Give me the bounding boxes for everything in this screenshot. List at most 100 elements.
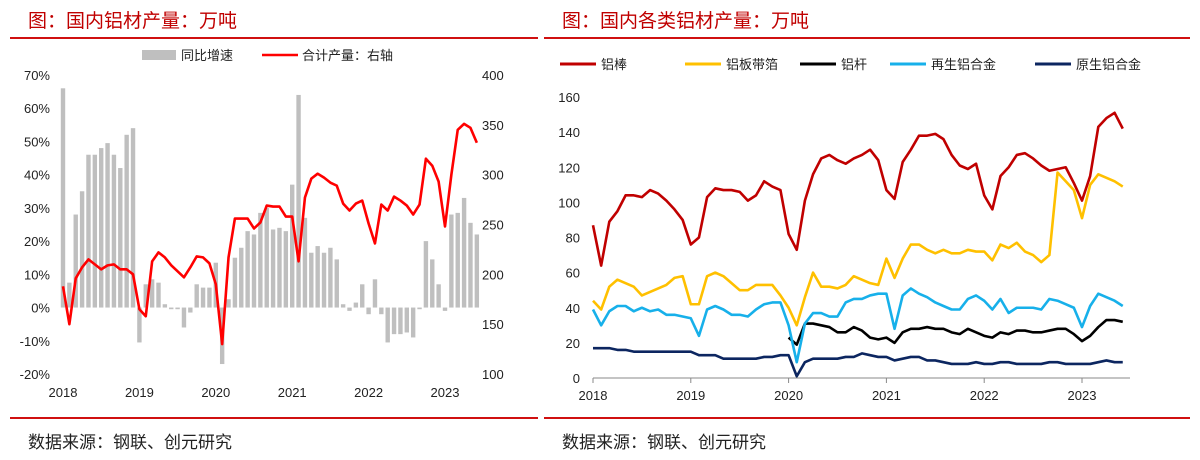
right-axis-tick-label: 400 bbox=[482, 68, 504, 83]
left-axis-tick-label: -20% bbox=[20, 367, 51, 382]
bar-yoy-growth bbox=[430, 259, 435, 308]
bar-yoy-growth bbox=[130, 128, 136, 308]
legend-label-total: 合计产量：右轴 bbox=[302, 48, 393, 63]
bar-yoy-growth bbox=[232, 257, 238, 308]
bar-yoy-growth bbox=[474, 234, 480, 308]
bar-yoy-growth bbox=[188, 307, 193, 313]
left-chart-title: 图：国内铝材产量：万吨 bbox=[28, 10, 238, 32]
bar-yoy-growth bbox=[277, 227, 282, 308]
bar-yoy-growth bbox=[410, 307, 416, 338]
bar-yoy-growth bbox=[353, 302, 359, 308]
bar-yoy-growth bbox=[347, 307, 352, 311]
legend-label-1: 铝板带箔 bbox=[726, 57, 778, 72]
bar-yoy-growth bbox=[124, 134, 129, 308]
y-axis-tick-label: 20 bbox=[566, 336, 580, 351]
bar-yoy-growth bbox=[315, 246, 320, 308]
bar-yoy-growth bbox=[455, 212, 460, 308]
right-axis-tick-label: 200 bbox=[482, 267, 504, 282]
bar-yoy-growth bbox=[118, 168, 123, 308]
right-axis-tick-label: 300 bbox=[482, 168, 504, 183]
line-series-0 bbox=[591, 111, 1124, 267]
bar-yoy-growth bbox=[309, 252, 314, 308]
x-axis-tick-label: 2018 bbox=[49, 385, 78, 400]
bar-yoy-growth bbox=[60, 88, 66, 308]
x-axis-tick-label: 2023 bbox=[431, 385, 460, 400]
left-axis-tick-label: 70% bbox=[24, 68, 50, 83]
bar-yoy-growth bbox=[207, 287, 212, 308]
y-axis-tick-label: 60 bbox=[566, 266, 580, 281]
right-axis-tick-label: 150 bbox=[482, 317, 504, 332]
bar-yoy-growth bbox=[398, 307, 403, 335]
left-axis-tick-label: 60% bbox=[24, 101, 50, 116]
left-source-note: 数据来源：钢联、创元研究 bbox=[28, 433, 232, 453]
line-series-2 bbox=[787, 318, 1124, 346]
bar-yoy-growth bbox=[296, 94, 301, 308]
y-axis-tick-label: 140 bbox=[558, 125, 580, 140]
bar-yoy-growth bbox=[404, 307, 409, 333]
right-chart-title: 图：国内各类铝材产量：万吨 bbox=[562, 10, 810, 32]
right-axis-tick-label: 100 bbox=[482, 367, 504, 382]
bar-yoy-growth bbox=[169, 307, 174, 310]
x-axis-tick-label: 2023 bbox=[1068, 388, 1097, 403]
bar-yoy-growth bbox=[226, 299, 231, 308]
bar-yoy-growth bbox=[67, 282, 72, 308]
x-axis-tick-label: 2021 bbox=[278, 385, 307, 400]
bar-yoy-growth bbox=[143, 284, 148, 308]
bar-yoy-growth bbox=[156, 282, 161, 308]
bar-yoy-growth bbox=[290, 184, 295, 308]
bar-yoy-growth bbox=[360, 284, 365, 308]
bar-yoy-growth bbox=[321, 252, 327, 308]
bar-yoy-growth bbox=[340, 304, 346, 308]
x-axis-tick-label: 2022 bbox=[354, 385, 383, 400]
bar-yoy-growth bbox=[258, 212, 263, 308]
bar-yoy-growth bbox=[162, 304, 168, 308]
bar-yoy-growth bbox=[251, 234, 257, 308]
bar-yoy-growth bbox=[79, 191, 85, 308]
bar-yoy-growth bbox=[73, 214, 78, 308]
y-axis-tick-label: 0 bbox=[573, 371, 580, 386]
bar-yoy-growth bbox=[461, 197, 467, 308]
x-axis-tick-label: 2021 bbox=[872, 388, 901, 403]
bar-yoy-growth bbox=[239, 247, 244, 308]
bar-yoy-growth bbox=[385, 307, 390, 343]
y-axis-tick-label: 80 bbox=[566, 231, 580, 246]
bar-yoy-growth bbox=[175, 307, 180, 310]
y-axis-tick-label: 160 bbox=[558, 90, 580, 105]
bar-yoy-growth bbox=[328, 247, 333, 308]
bar-yoy-growth bbox=[417, 307, 422, 310]
y-axis-tick-label: 120 bbox=[558, 160, 580, 175]
left-axis-tick-label: 50% bbox=[24, 134, 50, 149]
left-axis-tick-label: 20% bbox=[24, 234, 50, 249]
x-axis-tick-label: 2020 bbox=[201, 385, 230, 400]
line-total-output bbox=[61, 122, 479, 346]
right-title-rule bbox=[544, 37, 1190, 39]
left-axis-tick-label: -10% bbox=[20, 334, 51, 349]
legend-label-2: 铝杆 bbox=[841, 57, 867, 72]
bar-yoy-growth bbox=[200, 287, 206, 308]
bar-yoy-growth bbox=[92, 154, 98, 308]
legend-label-0: 铝棒 bbox=[601, 57, 627, 72]
right-axis-tick-label: 250 bbox=[482, 218, 504, 233]
y-axis-tick-label: 100 bbox=[558, 195, 580, 210]
bar-yoy-growth bbox=[423, 241, 429, 308]
legend-label-yoy: 同比增速 bbox=[181, 48, 233, 63]
legend-label-3: 再生铝合金 bbox=[931, 57, 996, 72]
right-source-note: 数据来源：钢联、创元研究 bbox=[562, 433, 766, 453]
legend-swatch-yoy bbox=[142, 50, 176, 60]
left-title-rule bbox=[10, 37, 538, 39]
bar-yoy-growth bbox=[449, 214, 454, 308]
x-axis-tick-label: 2020 bbox=[774, 388, 803, 403]
left-axis-tick-label: 30% bbox=[24, 201, 50, 216]
bar-yoy-growth bbox=[379, 307, 384, 315]
line-series-3 bbox=[591, 287, 1124, 364]
x-axis-tick-label: 2019 bbox=[125, 385, 154, 400]
bar-yoy-growth bbox=[302, 217, 308, 308]
left-axis-tick-label: 40% bbox=[24, 168, 50, 183]
bar-yoy-growth bbox=[270, 229, 276, 308]
bar-yoy-growth bbox=[181, 307, 187, 328]
x-axis-tick-label: 2018 bbox=[579, 388, 608, 403]
x-axis-tick-label: 2019 bbox=[676, 388, 705, 403]
bar-yoy-growth bbox=[111, 154, 117, 308]
line-series-4 bbox=[593, 346, 1123, 378]
